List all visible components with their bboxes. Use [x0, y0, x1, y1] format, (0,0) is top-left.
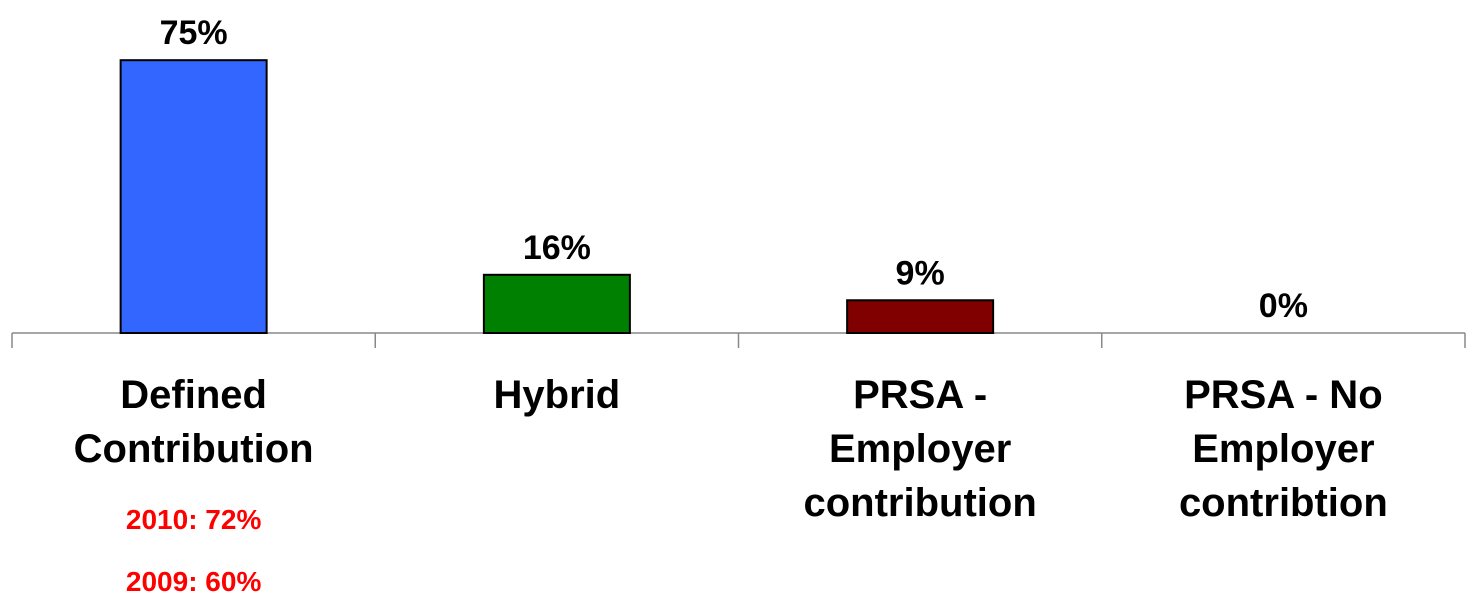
bar — [482, 273, 631, 334]
bar — [119, 59, 268, 334]
data-label: 9% — [896, 254, 945, 292]
data-label: 0% — [1259, 287, 1308, 325]
bar — [846, 299, 995, 335]
data-label: 16% — [523, 229, 591, 267]
data-label: 75% — [160, 14, 228, 52]
x-tick-label: PRSA - Employer contribution — [803, 373, 1037, 525]
annotation: 2010: 72% — [125, 504, 262, 535]
annotation: 2009: 60% — [125, 566, 262, 597]
x-tick-label: Hybrid — [493, 373, 621, 417]
x-tick-label: Defined Contribution — [73, 373, 314, 471]
x-tick-label: PRSA - No Employer contribtion — [1178, 373, 1388, 525]
